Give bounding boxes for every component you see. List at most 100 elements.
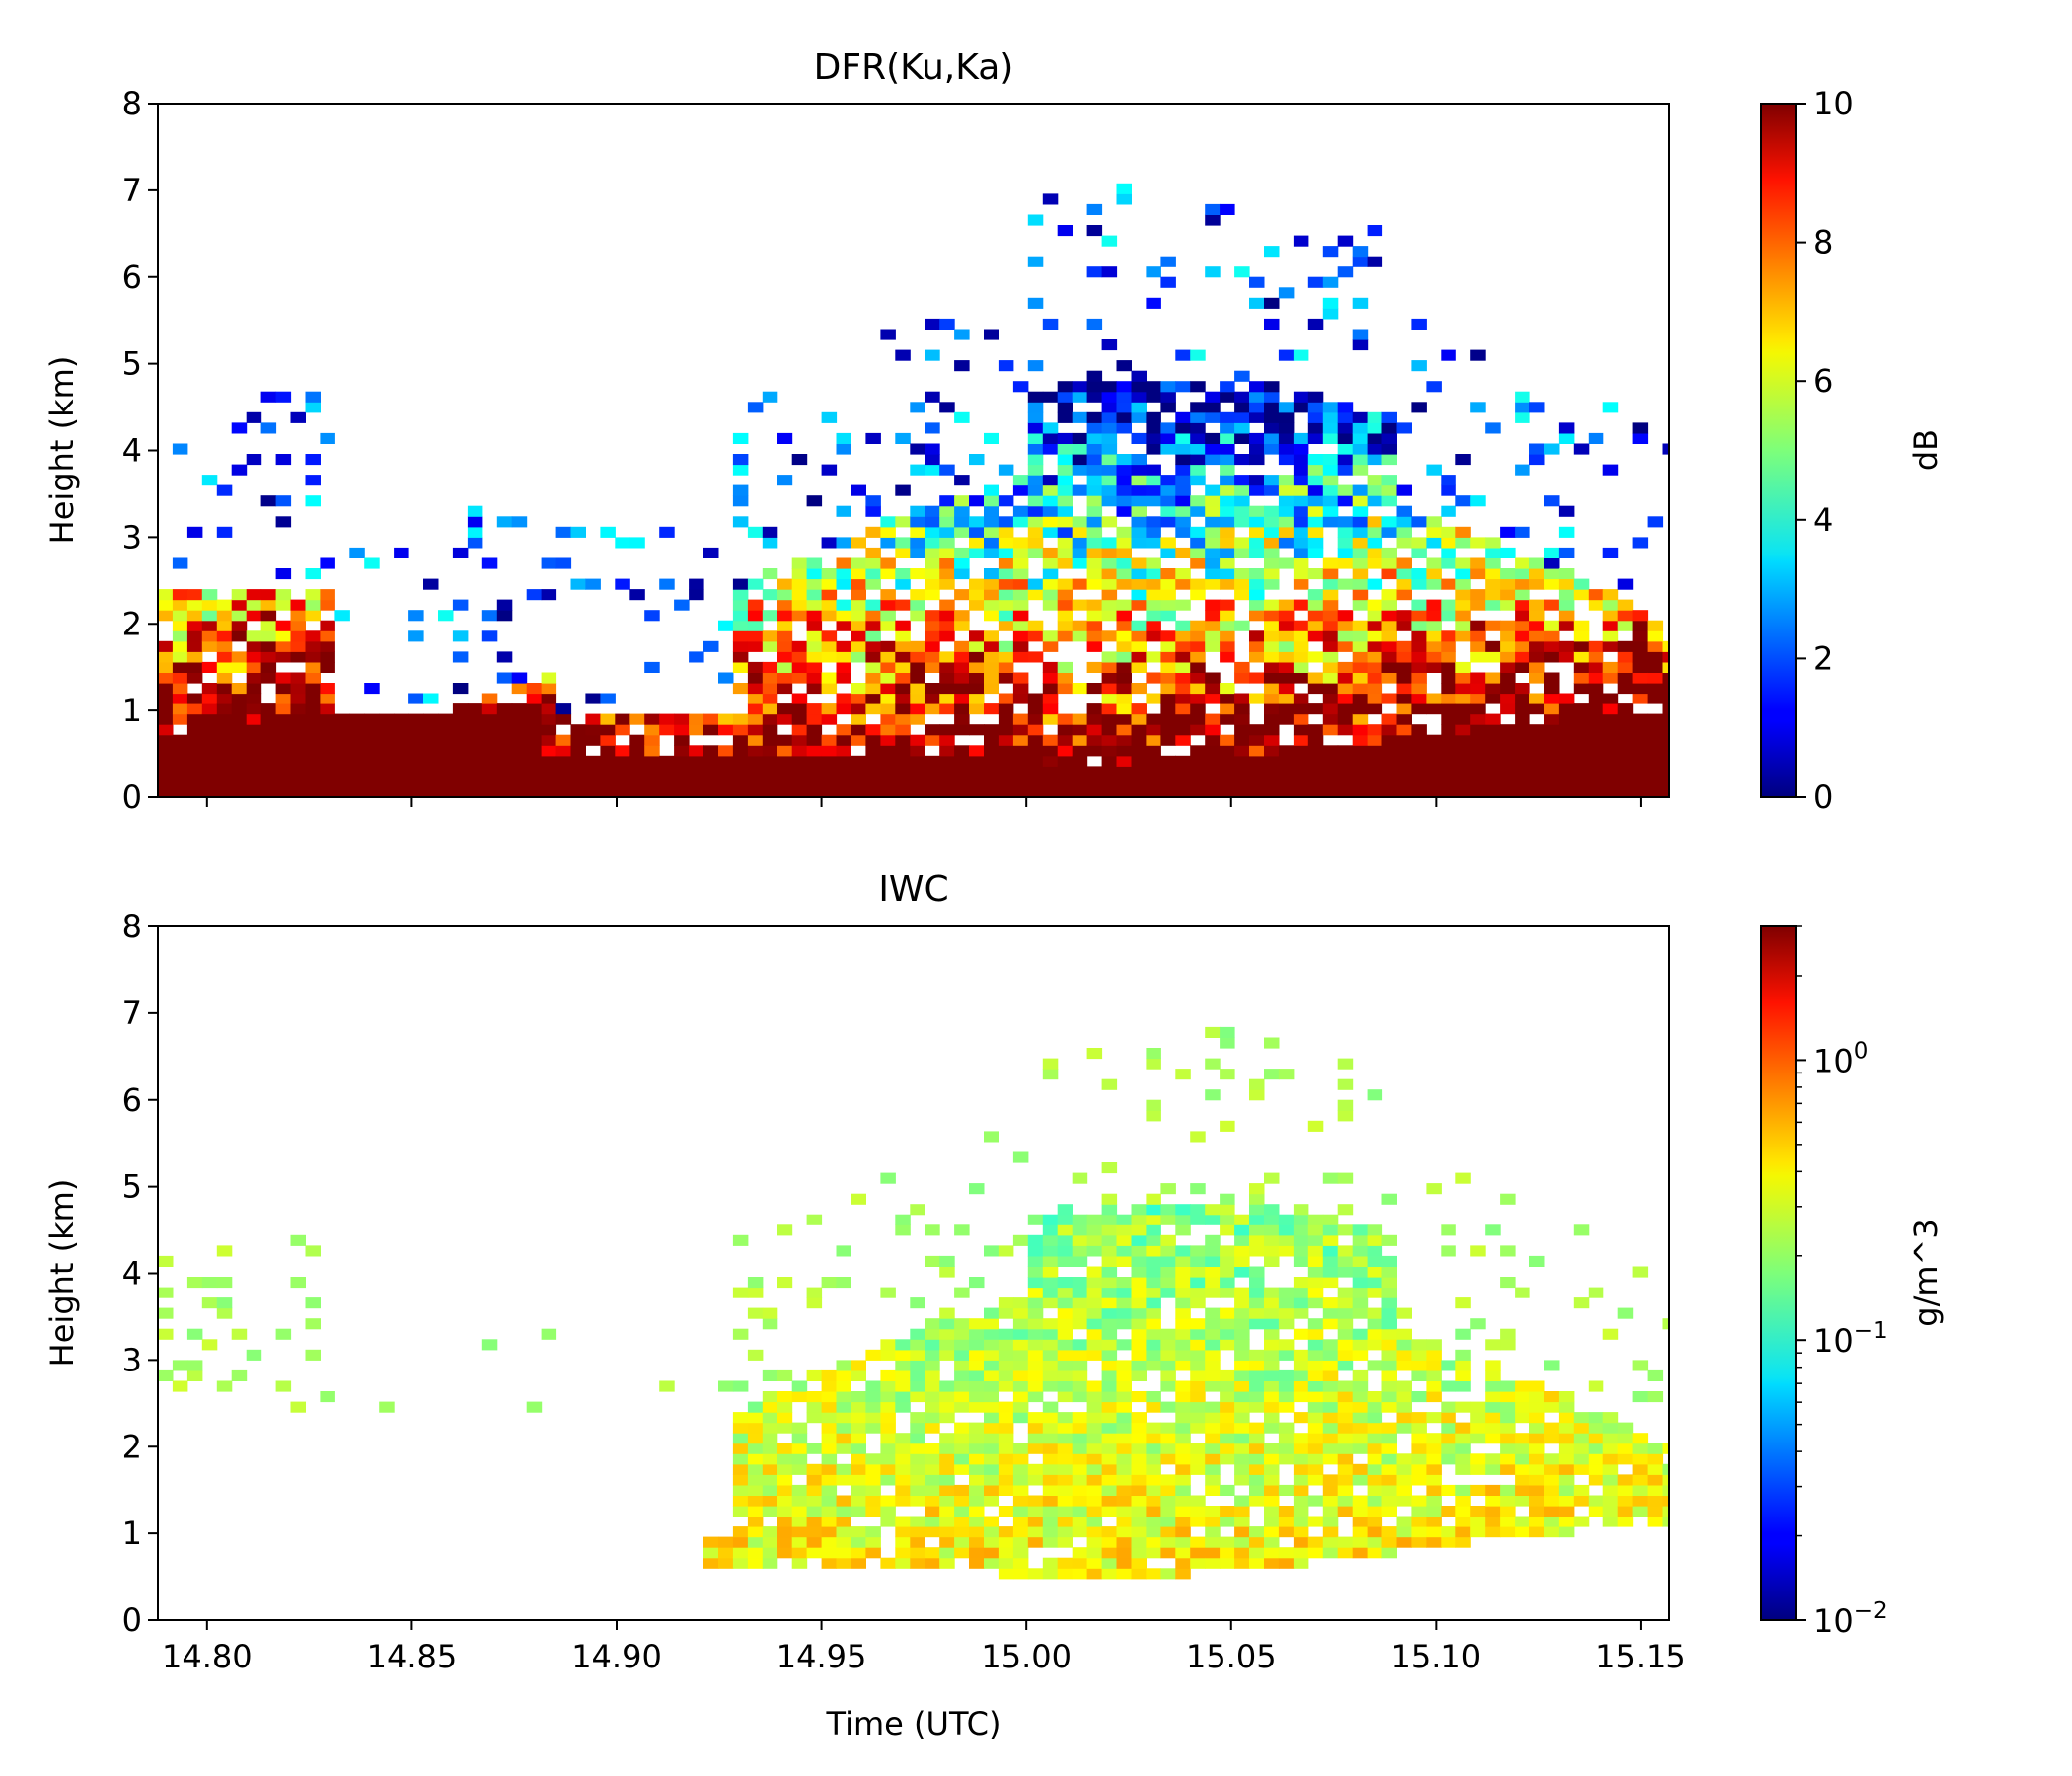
heatmap-cell	[1116, 1369, 1132, 1381]
heatmap-cell	[1500, 1401, 1516, 1413]
heatmap-cell	[1662, 661, 1669, 673]
heatmap-cell	[910, 402, 925, 413]
heatmap-cell	[984, 1245, 999, 1257]
heatmap-cell	[762, 610, 778, 622]
heatmap-cell	[1027, 1536, 1044, 1548]
heatmap-cell	[1057, 1234, 1073, 1246]
heatmap-cell	[939, 786, 955, 797]
heatmap-cell	[954, 1380, 970, 1392]
heatmap-cell	[762, 786, 778, 797]
heatmap-cell	[1293, 1391, 1309, 1403]
heatmap-cell	[821, 1369, 838, 1381]
heatmap-cell	[969, 1349, 985, 1361]
heatmap-cell	[851, 1193, 866, 1205]
heatmap-cell	[1131, 1422, 1147, 1434]
heatmap-cell	[777, 578, 793, 590]
y-tick-label: 2	[122, 1428, 142, 1465]
heatmap-cell	[1381, 610, 1397, 622]
heatmap-cell	[1012, 1484, 1029, 1496]
heatmap-cell	[1264, 1547, 1280, 1559]
heatmap-cell	[246, 724, 262, 736]
heatmap-cell	[305, 568, 321, 580]
heatmap-cell	[791, 1536, 808, 1548]
heatmap-cell	[806, 766, 823, 777]
heatmap-cell	[172, 693, 188, 704]
heatmap-cell	[880, 329, 896, 340]
heatmap-cell	[1322, 1245, 1339, 1257]
heatmap-cell	[1042, 1474, 1059, 1486]
heatmap-cell	[1042, 1516, 1059, 1527]
heatmap-cell	[1027, 360, 1044, 372]
x-tick-label: 14.85	[367, 1638, 458, 1675]
heatmap-cell	[1485, 1401, 1501, 1413]
heatmap-cell	[275, 651, 292, 663]
heatmap-cell	[659, 1380, 675, 1392]
colorbar-tick-label: 10−1	[1813, 1318, 1887, 1360]
heatmap-cell	[1470, 724, 1486, 736]
heatmap-cell	[925, 589, 940, 601]
heatmap-cell	[1234, 1328, 1250, 1340]
heatmap-cell	[496, 786, 513, 797]
heatmap-cell	[1352, 484, 1369, 496]
heatmap-cell	[1234, 1255, 1250, 1267]
heatmap-cell	[925, 537, 940, 549]
heatmap-cell	[1307, 568, 1324, 580]
heatmap-cell	[1234, 1536, 1250, 1548]
heatmap-cell	[1057, 1453, 1073, 1465]
heatmap-cell	[1322, 745, 1339, 757]
heatmap-cell	[158, 713, 174, 725]
heatmap-cell	[1190, 537, 1206, 549]
heatmap-cell	[1632, 1453, 1649, 1465]
heatmap-cell	[1264, 297, 1280, 309]
heatmap-cell	[290, 693, 306, 704]
heatmap-cell	[1086, 599, 1103, 611]
heatmap-cell	[1322, 1536, 1339, 1548]
heatmap-cell	[998, 1349, 1014, 1361]
heatmap-cell	[1662, 703, 1669, 715]
heatmap-cell	[1500, 683, 1516, 695]
heatmap-cell	[1602, 640, 1619, 652]
heatmap-cell	[969, 1339, 985, 1351]
heatmap-cell	[1441, 547, 1456, 558]
heatmap-cell	[1234, 1339, 1250, 1351]
heatmap-cell	[925, 1443, 940, 1454]
heatmap-cell	[1573, 724, 1590, 736]
heatmap-cell	[1205, 734, 1221, 746]
heatmap-cell	[880, 713, 896, 725]
heatmap-cell	[1012, 1391, 1029, 1403]
heatmap-cell	[1072, 578, 1088, 590]
heatmap-cell	[1012, 1557, 1029, 1569]
heatmap-cell	[762, 1453, 778, 1465]
heatmap-cell	[216, 724, 233, 736]
heatmap-cell	[1588, 1443, 1604, 1454]
heatmap-cell	[762, 661, 778, 673]
heatmap-cell	[1278, 1401, 1295, 1413]
heatmap-cell	[1381, 526, 1397, 538]
heatmap-cell	[231, 464, 248, 476]
heatmap-cell	[1367, 734, 1383, 746]
heatmap-cell	[1116, 381, 1132, 393]
heatmap-cell	[777, 672, 793, 684]
heatmap-cell	[1411, 786, 1427, 797]
heatmap-cell	[806, 495, 823, 507]
heatmap-cell	[1337, 516, 1354, 528]
heatmap-cell	[1012, 640, 1029, 652]
heatmap-cell	[408, 713, 424, 725]
heatmap-cell	[1027, 1328, 1044, 1340]
heatmap-cell	[910, 640, 925, 652]
heatmap-cell	[1012, 1151, 1029, 1163]
heatmap-cell	[851, 1401, 866, 1413]
heatmap-cell	[1293, 661, 1309, 673]
heatmap-cell	[1116, 422, 1132, 434]
heatmap-cell	[969, 703, 985, 715]
heatmap-cell	[570, 766, 586, 777]
heatmap-cell	[1012, 693, 1029, 704]
heatmap-cell	[158, 766, 174, 777]
heatmap-cell	[1544, 683, 1560, 695]
heatmap-cell	[1057, 786, 1073, 797]
heatmap-cell	[747, 1433, 764, 1444]
heatmap-cell	[172, 620, 188, 631]
heatmap-cell	[984, 734, 999, 746]
heatmap-cell	[1086, 1422, 1103, 1434]
heatmap-cell	[1086, 1433, 1103, 1444]
